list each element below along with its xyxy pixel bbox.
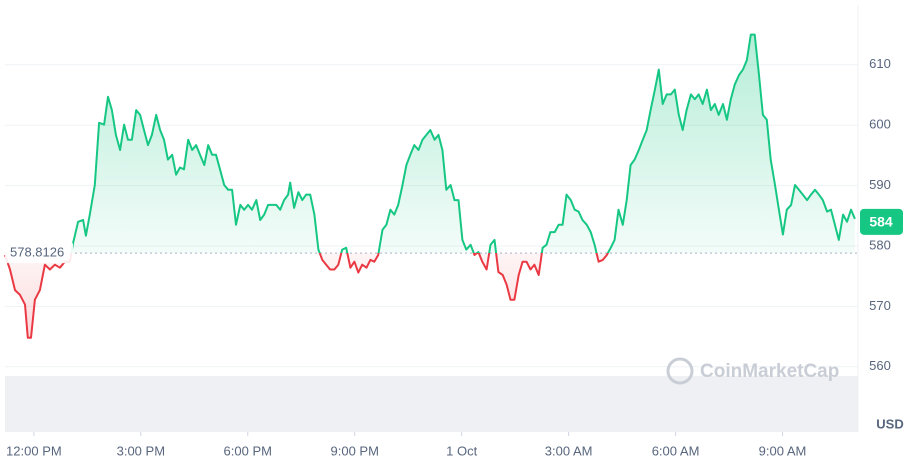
volume-area <box>5 376 858 432</box>
y-tick-label: 590 <box>869 177 891 192</box>
x-tick-label: 12:00 PM <box>6 443 62 458</box>
price-area <box>5 34 855 338</box>
y-tick-label: 570 <box>869 298 891 313</box>
price-line <box>4 33 856 339</box>
x-tick-label: 9:00 AM <box>759 443 807 458</box>
y-tick-label: 610 <box>869 56 891 71</box>
y-tick-label: 580 <box>869 237 891 252</box>
watermark-text: CoinMarketCap <box>700 361 839 382</box>
price-tag <box>860 208 903 235</box>
price-tag-label: 584 <box>869 214 893 230</box>
y-tick-label: 600 <box>869 117 891 132</box>
baseline-label-bg <box>5 243 73 264</box>
x-tick-label: 6:00 PM <box>224 443 272 458</box>
x-tick-label: 3:00 PM <box>117 443 165 458</box>
x-tick-label: 3:00 AM <box>545 443 593 458</box>
x-tick-label: 9:00 PM <box>331 443 379 458</box>
baseline-label: 578.8126 <box>10 245 64 260</box>
x-tick-label: 6:00 AM <box>652 443 700 458</box>
y-tick-label: 560 <box>869 358 891 373</box>
y-axis-label: USD <box>876 416 903 431</box>
watermark: CoinMarketCap <box>666 357 839 385</box>
x-tick-label: 1 Oct <box>446 443 477 458</box>
